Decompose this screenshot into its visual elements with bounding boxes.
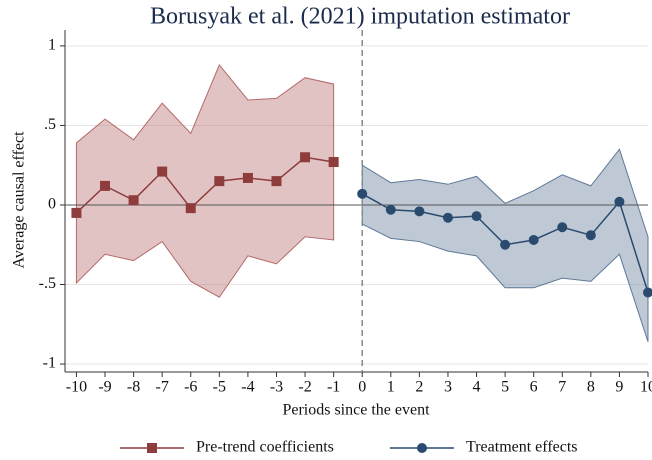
x-tick-label: 3 <box>444 379 452 396</box>
marker <box>557 222 568 233</box>
marker <box>157 166 168 177</box>
x-axis-title: Periods since the event <box>282 402 430 419</box>
x-tick-label: -7 <box>156 379 169 396</box>
x-tick-label: -1 <box>327 379 340 396</box>
x-tick-label: 5 <box>501 379 509 396</box>
confidence-band <box>75 64 335 298</box>
marker <box>328 157 339 168</box>
marker <box>242 172 253 183</box>
marker <box>414 206 425 217</box>
x-tick-label: 6 <box>530 379 538 396</box>
x-tick-label: -8 <box>127 379 140 396</box>
series-line <box>75 156 334 214</box>
legend-marker <box>147 443 157 453</box>
marker <box>214 176 225 187</box>
x-tick-label: -4 <box>241 379 254 396</box>
x-tick-label: -5 <box>213 379 226 396</box>
legend-marker <box>417 443 427 453</box>
marker <box>385 204 396 215</box>
y-tick-label: .5 <box>44 116 56 133</box>
marker <box>643 287 652 298</box>
marker <box>442 212 453 223</box>
y-tick-label: -1 <box>43 355 56 372</box>
marker <box>585 230 596 241</box>
x-tick-label: -6 <box>184 379 197 396</box>
marker <box>614 196 625 207</box>
marker <box>300 152 311 163</box>
legend-label: Pre-trend coefficients <box>196 439 334 456</box>
y-tick-label: 1 <box>48 37 56 54</box>
x-tick-label: 9 <box>615 379 623 396</box>
x-tick-label: 4 <box>473 379 481 396</box>
marker <box>100 180 111 191</box>
x-tick-label: -9 <box>98 379 111 396</box>
marker <box>185 203 196 214</box>
marker <box>471 211 482 222</box>
marker <box>271 176 282 187</box>
marker <box>528 234 539 245</box>
legend-label: Treatment effects <box>466 439 578 456</box>
x-tick-label: 10 <box>640 379 652 396</box>
x-tick-label: -3 <box>270 379 283 396</box>
chart-title: Borusyak et al. (2021) imputation estima… <box>150 4 570 30</box>
x-tick-label: 1 <box>387 379 395 396</box>
x-tick-label: 7 <box>558 379 566 396</box>
marker <box>71 207 82 218</box>
x-tick-label: -2 <box>298 379 311 396</box>
x-tick-label: 2 <box>415 379 423 396</box>
x-tick-label: 0 <box>358 379 366 396</box>
marker <box>128 195 139 206</box>
marker <box>357 188 368 199</box>
y-tick-label: 0 <box>48 196 56 213</box>
x-tick-label: 8 <box>587 379 595 396</box>
y-axis-title: Average causal effect <box>11 131 28 269</box>
x-tick-label: -10 <box>66 379 87 396</box>
marker <box>500 239 511 250</box>
y-tick-label: -.5 <box>39 275 56 292</box>
